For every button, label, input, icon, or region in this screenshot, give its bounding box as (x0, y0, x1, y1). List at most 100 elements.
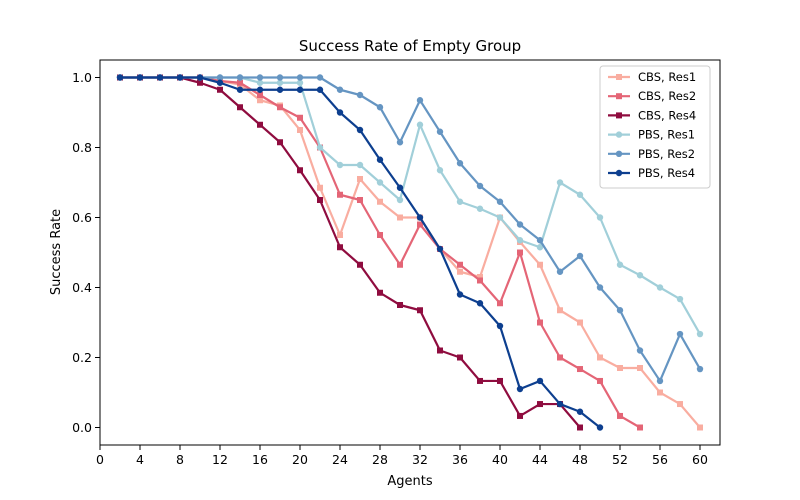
data-point (696, 365, 704, 373)
data-point (576, 252, 584, 260)
legend-item: CBS, Res4 (608, 108, 696, 122)
data-point (336, 109, 344, 116)
legend-label: PBS, Res1 (638, 128, 695, 142)
legend-label: CBS, Res1 (638, 70, 696, 84)
data-point (556, 268, 564, 275)
axes-frame (99, 59, 721, 446)
data-point (417, 307, 423, 314)
data-point (656, 377, 664, 385)
data-point (617, 365, 623, 371)
data-point (356, 161, 364, 169)
data-point (676, 330, 684, 338)
data-point (396, 196, 404, 204)
series-6 (116, 74, 604, 431)
data-point (217, 86, 223, 93)
data-point (197, 79, 203, 86)
data-point (596, 214, 604, 221)
legend-marker (615, 131, 623, 138)
data-point (677, 401, 683, 408)
x-tick-label: 20 (292, 452, 308, 467)
legend-label: PBS, Res2 (638, 147, 695, 161)
legend-marker (615, 169, 623, 177)
data-point (276, 79, 284, 86)
y-tick-label: 0.0 (72, 420, 92, 435)
data-point (577, 424, 583, 431)
data-point (656, 284, 664, 291)
legend-marker (615, 150, 623, 157)
legend-label: PBS, Res4 (638, 166, 695, 180)
x-tick-label: 8 (176, 452, 184, 467)
data-point (357, 197, 363, 203)
data-point (457, 261, 463, 268)
x-tick-label: 12 (212, 452, 228, 467)
data-point (296, 74, 304, 81)
data-point (397, 261, 403, 268)
data-point (577, 319, 583, 326)
data-point (557, 307, 563, 314)
data-point (696, 330, 704, 338)
data-point (337, 191, 343, 198)
data-point (497, 300, 503, 307)
data-point (597, 354, 603, 361)
data-point (577, 366, 583, 373)
data-point (616, 307, 624, 314)
data-point (377, 232, 383, 238)
data-point (477, 274, 483, 280)
data-point (477, 277, 483, 284)
data-point (136, 74, 144, 81)
data-point (316, 86, 324, 93)
data-point (356, 126, 364, 134)
data-point (277, 104, 283, 111)
x-tick-label: 36 (452, 452, 468, 467)
data-point (397, 214, 403, 221)
data-point (496, 322, 504, 330)
x-tick-label: 52 (612, 452, 628, 467)
data-point (476, 300, 484, 307)
legend-marker (616, 112, 622, 119)
data-point (476, 182, 484, 190)
data-point (456, 291, 464, 298)
data-point (256, 86, 264, 93)
data-point (477, 377, 483, 384)
x-tick-label: 16 (252, 452, 268, 467)
data-point (277, 139, 283, 146)
data-point (557, 354, 563, 361)
data-point (537, 319, 543, 326)
data-point (496, 214, 504, 221)
data-point (116, 74, 124, 81)
data-point (317, 197, 323, 203)
data-point (556, 400, 564, 408)
y-tick-label: 0.6 (72, 210, 92, 225)
data-point (316, 74, 324, 81)
data-point (536, 377, 544, 385)
y-axis-label: Success Rate (49, 209, 64, 295)
data-point (637, 424, 643, 431)
data-point (597, 377, 603, 384)
data-point (236, 74, 244, 81)
legend-label: CBS, Res4 (638, 108, 696, 122)
legend-item: CBS, Res2 (608, 89, 696, 103)
data-point (316, 144, 324, 151)
data-point (436, 128, 444, 135)
data-point (216, 74, 224, 81)
data-point (457, 268, 463, 275)
legend-item: CBS, Res1 (608, 70, 696, 84)
legend-item: PBS, Res2 (608, 147, 695, 161)
data-point (336, 161, 344, 169)
x-tick-label: 44 (532, 452, 548, 467)
data-point (496, 198, 504, 205)
x-tick-label: 24 (332, 452, 348, 467)
y-tick-label: 0.8 (72, 140, 92, 155)
data-point (517, 249, 523, 256)
data-point (396, 139, 404, 146)
data-point (536, 237, 544, 244)
data-point (196, 74, 204, 81)
data-point (336, 86, 344, 93)
plot-area (116, 74, 704, 431)
data-point (296, 86, 304, 93)
data-point (376, 104, 384, 111)
data-point (636, 272, 644, 279)
data-point (617, 412, 623, 419)
series-line (120, 76, 701, 383)
